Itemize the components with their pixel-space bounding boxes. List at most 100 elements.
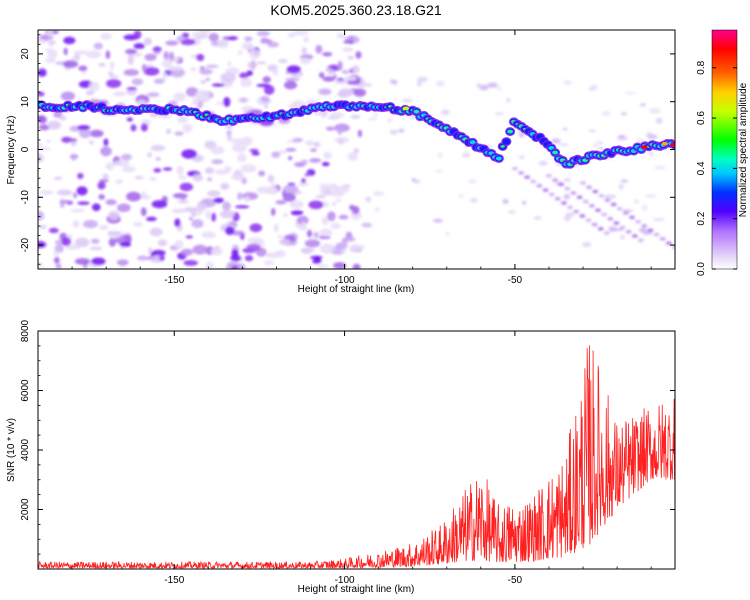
spectrogram-streak-blob xyxy=(647,228,654,233)
spectrogram-noise-blob xyxy=(159,254,165,262)
spectrogram-noise-blob xyxy=(103,138,109,147)
spectrogram-noise-blob xyxy=(330,222,341,230)
spectrogram-streak-blob xyxy=(659,237,666,241)
spectrogram-noise-blob xyxy=(200,80,207,84)
spectrogram-noise-blob xyxy=(38,154,44,163)
spectrogram-streak-blob xyxy=(542,188,549,192)
spectrogram-noise-blob xyxy=(73,50,89,55)
ridge-hotspot xyxy=(670,142,675,147)
spectrogram-noise-blob xyxy=(48,227,59,234)
spectrogram-noise-blob xyxy=(181,149,197,159)
spectrogram-noise-blob xyxy=(241,42,254,51)
spectrogram-y-tick-label: -10 xyxy=(20,190,31,205)
spectrogram-noise-blob xyxy=(273,223,279,233)
spectrogram-noise-blob xyxy=(93,42,103,50)
spectrogram-y-ticks: 20 10 0 -10 -20 xyxy=(20,34,675,265)
spectrogram-noise-blob xyxy=(247,61,258,69)
spectrogram-noise-blob xyxy=(76,186,88,196)
spectrogram-noise-blob xyxy=(320,186,325,197)
spectrogram-noise-blob xyxy=(162,72,168,81)
figure-title: KOM5.2025.360.23.18.G21 xyxy=(270,2,441,18)
spectrogram-noise-blob xyxy=(502,198,509,204)
spectrogram-noise-blob xyxy=(204,140,217,149)
spectrogram-noise-blob xyxy=(227,61,232,66)
spectrogram-noise-blob xyxy=(211,159,224,165)
spectrogram-noise-blob xyxy=(437,152,443,158)
spectrogram-streak-blob xyxy=(635,219,642,224)
spectrogram-noise-blob xyxy=(284,80,298,90)
spectrogram-noise-blob xyxy=(59,115,67,121)
spectrogram-noise-blob xyxy=(60,91,76,101)
spectrogram-noise-blob xyxy=(309,158,322,163)
spectrogram-noise-blob xyxy=(346,80,361,85)
spectrogram-noise-blob xyxy=(322,188,332,196)
spectrogram-noise-blob xyxy=(558,143,570,147)
spectrogram-noise-blob xyxy=(338,214,349,220)
spectrogram-y-tick-label: 20 xyxy=(20,48,31,60)
spectrogram-noise-blob xyxy=(205,262,214,269)
spectrogram-noise-blob xyxy=(123,69,139,76)
spectrogram-noise-blob xyxy=(263,260,274,266)
spectrogram-y-label: Frequency (Hz) xyxy=(6,116,17,185)
spectrogram-noise-blob xyxy=(441,109,450,116)
spectrogram-noise-blob xyxy=(612,228,624,232)
spectrogram-noise-blob xyxy=(305,140,315,146)
spectrogram-noise-blob xyxy=(256,83,270,88)
spectrogram-streak-blob xyxy=(603,231,610,235)
spectrogram-noise-blob xyxy=(604,194,617,199)
colorbar-tick-label: 0.8 xyxy=(696,60,707,74)
spectrogram-noise-blob xyxy=(153,78,165,84)
spectrogram-noise-blob xyxy=(195,89,210,100)
spectrogram-noise-blob xyxy=(417,76,428,83)
spectrogram-noise-blob xyxy=(349,244,361,253)
spectrogram-noise-blob xyxy=(74,237,90,248)
spectrogram-noise-blob xyxy=(141,191,147,199)
snr-y-tick-label: 8000 xyxy=(20,319,31,342)
spectrogram-noise-blob xyxy=(231,138,245,144)
spectrogram-noise-blob xyxy=(350,114,361,119)
spectrogram-noise-blob xyxy=(436,80,445,87)
spectrogram-noise-blob xyxy=(232,143,247,153)
spectrogram-noise-blob xyxy=(109,75,119,79)
spectrogram-streak-blob xyxy=(552,178,559,182)
spectrogram-noise-blob xyxy=(327,211,336,222)
spectrogram-noise-blob xyxy=(249,49,261,60)
spectrogram-noise-blob xyxy=(38,210,45,221)
spectrogram-noise-blob xyxy=(220,182,230,190)
spectrogram-noise-blob xyxy=(277,150,287,154)
spectrogram-noise-blob xyxy=(143,37,153,46)
spectrogram-noise-blob xyxy=(182,123,193,133)
spectrogram-noise-blob xyxy=(458,194,464,198)
spectrogram-noise-blob xyxy=(622,209,634,212)
spectrogram-noise-blob xyxy=(402,98,413,103)
spectrogram-streak-blob xyxy=(560,201,567,205)
spectrogram-noise-blob xyxy=(88,81,100,92)
spectrogram-noise-blob xyxy=(177,115,188,124)
spectrogram-noise-blob xyxy=(244,255,254,262)
spectrogram-streak-blob xyxy=(530,179,537,184)
spectrogram-noise-blob xyxy=(199,68,213,75)
spectrogram-noise-blob xyxy=(345,231,353,239)
spectrogram-noise-blob xyxy=(330,111,345,119)
spectrogram-noise-blob xyxy=(38,146,51,151)
snr-x-ticks: -150 -100 -50 xyxy=(37,331,652,586)
spectrogram-noise-blob xyxy=(70,208,85,213)
spectrogram-noise-blob xyxy=(319,228,333,238)
spectrogram-noise-blob xyxy=(174,131,184,136)
spectrogram-noise-blob xyxy=(506,98,511,103)
spectrogram-noise-blob xyxy=(361,222,373,228)
spectrogram-noise-blob xyxy=(620,179,629,183)
spectrogram-noise-blob xyxy=(263,84,275,95)
spectrogram-noise-blob xyxy=(53,250,60,257)
spectrogram-noise-blob xyxy=(53,256,60,264)
spectrogram-streak-blob xyxy=(567,205,574,210)
spectrogram-noise-blob xyxy=(89,140,94,145)
ridge-core xyxy=(552,151,558,154)
spectrogram-noise-blob xyxy=(192,244,208,255)
spectrogram-noise-blob xyxy=(322,76,336,82)
spectrogram-noise-blob xyxy=(343,185,350,193)
spectrogram-noise-blob xyxy=(318,88,332,96)
ridge-core xyxy=(414,110,419,113)
spectrogram-noise-blob xyxy=(153,168,162,173)
spectrogram-noise-blob xyxy=(173,92,186,102)
